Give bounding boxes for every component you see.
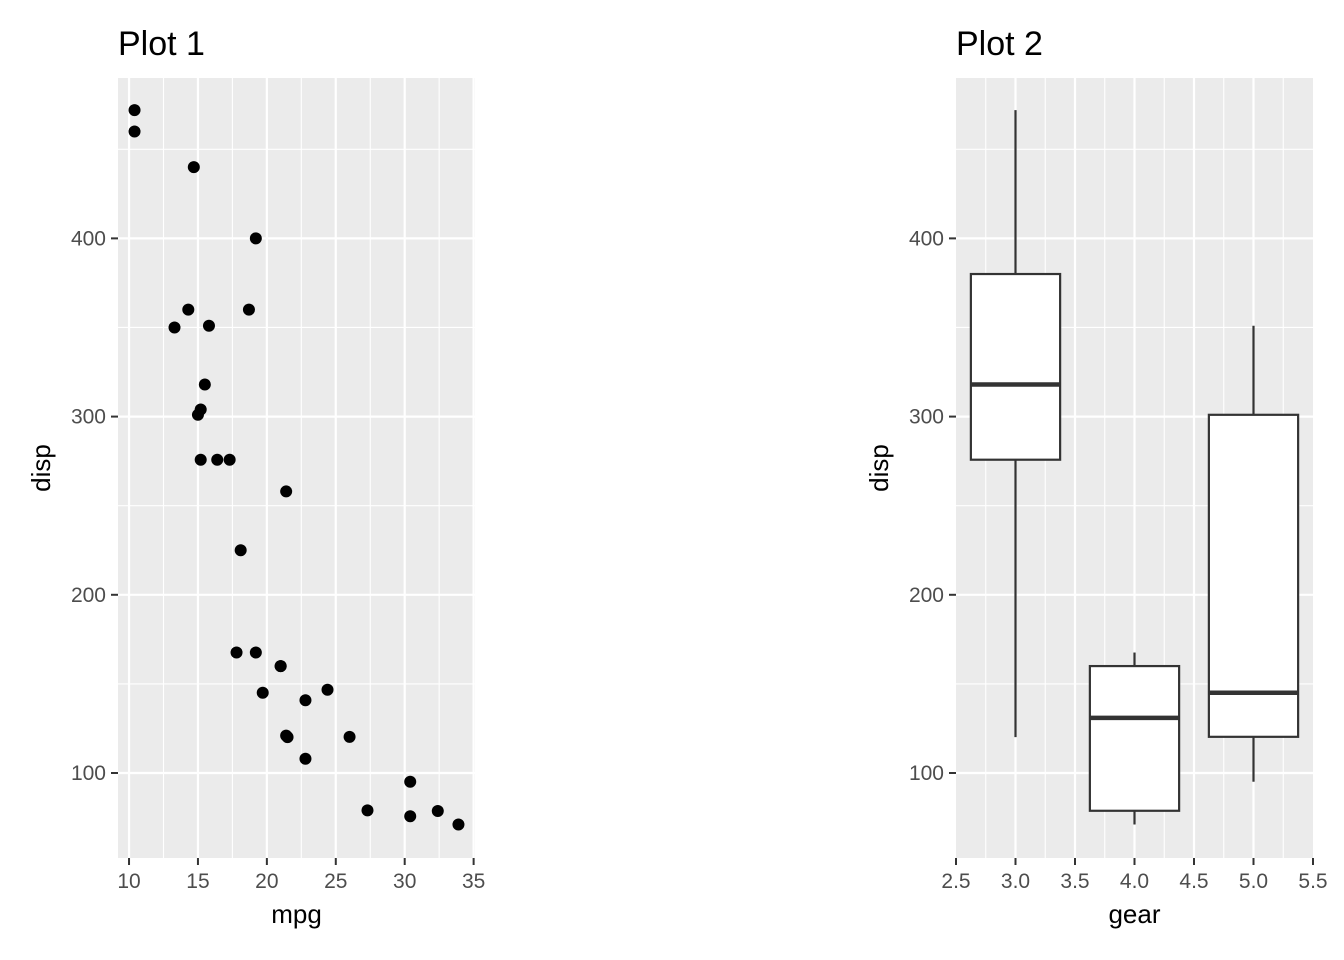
plot-1-x-tick-label: 20 <box>255 870 278 893</box>
data-point <box>230 646 243 659</box>
plot-2-title: Plot 2 <box>956 25 1043 63</box>
plot-2-x-tick-label: 2.5 <box>941 870 970 893</box>
data-point <box>191 408 204 421</box>
plot-2-x-tick-label: 5.5 <box>1298 870 1327 893</box>
data-point <box>299 694 312 707</box>
data-point <box>361 804 374 817</box>
plot-1-y-axis: 100 200 300 400 <box>71 227 118 785</box>
plot-1-x-tick-label: 10 <box>117 870 140 893</box>
box-body <box>969 272 1062 461</box>
data-point <box>256 686 269 699</box>
plot-1-y-axis-title: disp <box>26 444 56 492</box>
data-point <box>187 161 200 174</box>
plot-2-x-tick-label: 4.5 <box>1179 870 1208 893</box>
data-point <box>249 232 262 245</box>
plot-2: Plot 2 2.5 3.0 3.5 4.0 4.5 5.0 5.5 100 200 300 40… <box>864 25 1328 929</box>
plot-2-x-tick-label: 3.0 <box>1001 870 1030 893</box>
data-point <box>431 804 444 817</box>
plot-1-x-tick-label: 35 <box>462 870 485 893</box>
plot-2-x-tick-label: 4.0 <box>1120 870 1149 893</box>
box-gear-4 <box>1088 652 1181 825</box>
data-point <box>249 646 262 659</box>
plot-2-x-tick-label: 5.0 <box>1239 870 1268 893</box>
plot-1-points <box>128 104 465 831</box>
plot-1-grid <box>118 78 475 858</box>
box-body <box>1207 413 1300 738</box>
data-point <box>223 453 236 466</box>
box-gear-3 <box>969 110 1062 738</box>
data-point <box>128 125 141 138</box>
box-gear-5 <box>1207 325 1300 782</box>
plot-1-title: Plot 1 <box>118 25 205 63</box>
plot-1-y-tick-label: 300 <box>71 406 106 429</box>
box-body <box>1088 664 1181 812</box>
plot-2-x-tick-label: 3.5 <box>1060 870 1089 893</box>
plot-2-y-tick-label: 100 <box>909 762 944 785</box>
plot-2-y-tick-label: 200 <box>909 584 944 607</box>
plot-1-x-tick-label: 15 <box>186 870 209 893</box>
data-point <box>194 453 207 466</box>
data-point <box>242 303 255 316</box>
plot-1-panel <box>118 78 475 858</box>
plot-2-y-axis-title: disp <box>864 444 894 492</box>
data-point <box>128 104 141 117</box>
plot-2-x-axis-title: gear <box>1108 899 1160 929</box>
data-point <box>404 810 417 823</box>
plot-2-y-axis: 100 200 300 400 <box>909 227 956 785</box>
data-point <box>280 729 293 742</box>
plot-1: Plot 1 10 15 20 25 30 35 100 200 300 400 mpg dis… <box>26 25 485 929</box>
data-point <box>274 660 287 673</box>
data-point <box>198 378 211 391</box>
plot-1-y-tick-label: 400 <box>71 227 106 250</box>
data-point <box>280 485 293 498</box>
data-point <box>452 818 465 831</box>
data-point <box>182 303 195 316</box>
plot-1-x-tick-label: 30 <box>393 870 416 893</box>
data-point <box>299 752 312 765</box>
data-point <box>168 321 181 334</box>
data-point <box>211 453 224 466</box>
plot-2-y-tick-label: 300 <box>909 406 944 429</box>
plot-1-x-axis-title: mpg <box>271 899 322 929</box>
plot-2-x-axis: 2.5 3.0 3.5 4.0 4.5 5.0 5.5 <box>941 858 1328 893</box>
plot-2-y-tick-label: 400 <box>909 227 944 250</box>
data-point <box>321 683 334 696</box>
plot-2-boxes <box>969 110 1300 825</box>
plot-1-y-tick-label: 200 <box>71 584 106 607</box>
plot-1-y-tick-label: 100 <box>71 762 106 785</box>
plot-1-x-tick-label: 25 <box>324 870 347 893</box>
data-point <box>234 544 247 557</box>
data-point <box>343 730 356 743</box>
data-point <box>202 319 215 332</box>
data-point <box>404 775 417 788</box>
plot-1-x-axis: 10 15 20 25 30 35 <box>117 858 485 893</box>
